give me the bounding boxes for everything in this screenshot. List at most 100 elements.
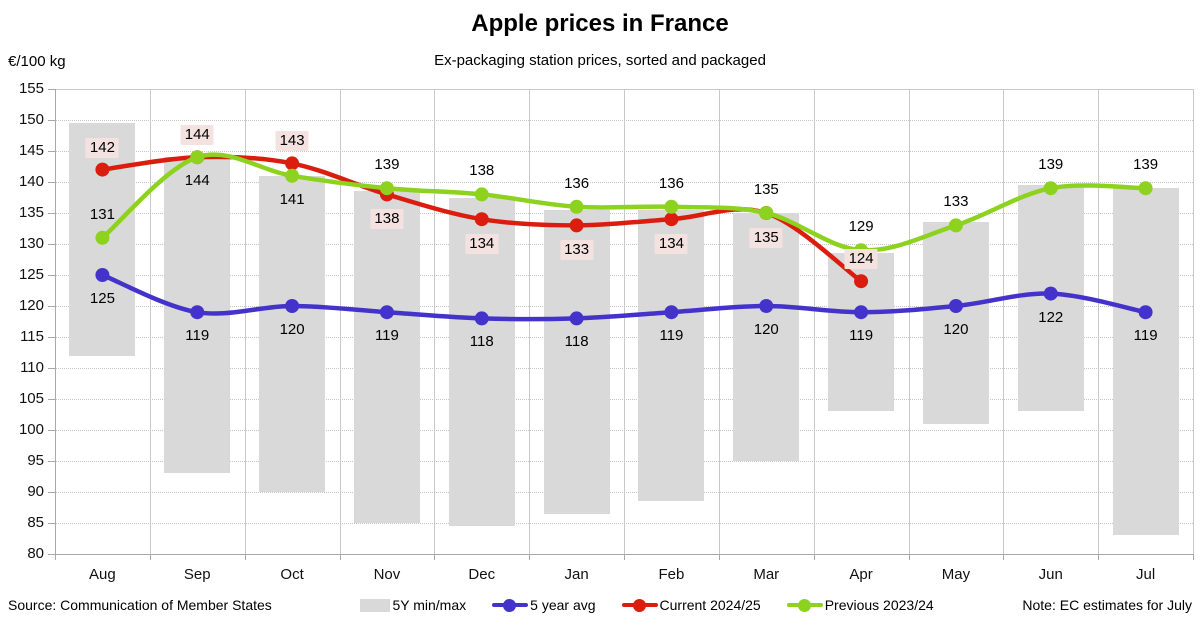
data-label: 120 (943, 321, 969, 338)
y-tick-label: 145 (18, 142, 44, 159)
y-tick-label: 130 (18, 235, 44, 252)
x-tick-label: Feb (658, 566, 685, 583)
y-axis-tick (48, 461, 55, 462)
data-point (948, 299, 963, 313)
y-axis-unit-label: €/100 kg (8, 53, 66, 70)
data-label: 135 (753, 181, 779, 198)
y-tick-label: 115 (20, 328, 44, 345)
data-label: 122 (1038, 308, 1064, 326)
x-axis-tick (434, 554, 436, 560)
y-axis-tick (48, 554, 55, 555)
data-point (569, 311, 584, 326)
y-tick-label: 150 (18, 111, 44, 128)
data-point (190, 305, 205, 320)
data-label: 139 (1133, 156, 1159, 174)
x-axis-tick (718, 554, 720, 560)
legend: 5Y min/max 5 year avg Current 2024/25 Pr… (272, 597, 1023, 613)
series-line (100, 272, 1148, 322)
legend-item-previous: Previous 2023/24 (786, 597, 934, 613)
y-axis-tick (48, 120, 55, 121)
y-axis-tick (48, 430, 55, 431)
data-label: 119 (374, 327, 399, 345)
data-label: 131 (89, 205, 115, 223)
data-point (1138, 181, 1153, 196)
data-label: 124 (844, 249, 878, 270)
x-tick-label: Jun (1038, 566, 1063, 583)
line-dot-marker-icon (621, 598, 658, 612)
data-point (285, 299, 300, 313)
y-tick-label: 85 (27, 514, 44, 531)
data-point (854, 305, 869, 320)
data-point (664, 305, 679, 320)
x-axis-tick (149, 554, 151, 560)
range-bar (353, 191, 420, 523)
y-axis-tick (48, 492, 55, 493)
legend-item-current: Current 2024/25 (621, 597, 761, 613)
data-label: 120 (753, 321, 779, 338)
range-bar (543, 209, 610, 514)
x-tick-label: Oct (280, 566, 304, 583)
y-axis-tick (48, 337, 55, 338)
x-tick-label: Apr (849, 566, 873, 583)
x-tick-label: Jan (564, 566, 589, 583)
source-note: Source: Communication of Member States (8, 597, 272, 613)
column-separator (908, 89, 910, 554)
data-label: 134 (654, 234, 688, 255)
y-tick-label: 125 (18, 266, 44, 283)
y-axis-tick (48, 523, 55, 524)
data-label: 138 (469, 162, 495, 180)
dot-icon (503, 598, 517, 612)
y-axis-tick (48, 151, 55, 152)
x-tick-label: May (941, 566, 971, 583)
y-tick-label: 110 (20, 359, 44, 376)
x-tick-label: Jul (1135, 566, 1156, 583)
data-point (1138, 305, 1153, 320)
data-label: 133 (560, 240, 594, 261)
dot-icon (632, 598, 646, 612)
y-axis-tick (48, 306, 55, 307)
x-tick-label: Nov (373, 566, 401, 583)
y-axis-tick (48, 399, 55, 400)
x-tick-label: Dec (468, 566, 496, 583)
x-axis-tick (1098, 554, 1100, 560)
x-axis-tick (908, 554, 910, 560)
footer-row: Source: Communication of Member States 5… (8, 594, 1192, 616)
column-separator (1003, 89, 1005, 554)
y-tick-label: 90 (27, 483, 44, 500)
y-tick-label: 95 (27, 452, 44, 469)
data-label: 118 (564, 333, 589, 351)
data-point (1043, 286, 1058, 301)
range-bar (638, 209, 705, 502)
x-axis-tick (55, 554, 56, 560)
data-label: 143 (275, 131, 309, 152)
data-label: 125 (89, 290, 115, 307)
data-label: 142 (85, 137, 119, 158)
data-label: 144 (180, 125, 214, 146)
column-separator (1098, 89, 1100, 554)
dot-icon (797, 598, 811, 612)
x-axis-tick (813, 554, 815, 560)
data-point (854, 274, 869, 289)
y-axis-tick (48, 244, 55, 245)
series-line (100, 152, 1148, 253)
data-point (664, 212, 679, 227)
y-tick-label: 80 (27, 545, 44, 562)
data-point (95, 230, 110, 245)
y-axis-line (55, 89, 56, 554)
y-tick-label: 100 (18, 421, 44, 438)
y-axis-tick (48, 368, 55, 369)
data-label: 129 (848, 218, 874, 236)
column-separator (813, 89, 815, 554)
data-label: 139 (1038, 156, 1064, 174)
legend-label: Current 2024/25 (659, 597, 761, 613)
range-bar (259, 175, 326, 492)
column-separator (718, 89, 720, 554)
minmax-swatch-icon (360, 598, 391, 612)
data-label: 135 (749, 228, 783, 248)
legend-label: Previous 2023/24 (824, 597, 934, 613)
data-label: 144 (184, 172, 210, 190)
ec-estimates-note: Note: EC estimates for July (1022, 597, 1192, 613)
